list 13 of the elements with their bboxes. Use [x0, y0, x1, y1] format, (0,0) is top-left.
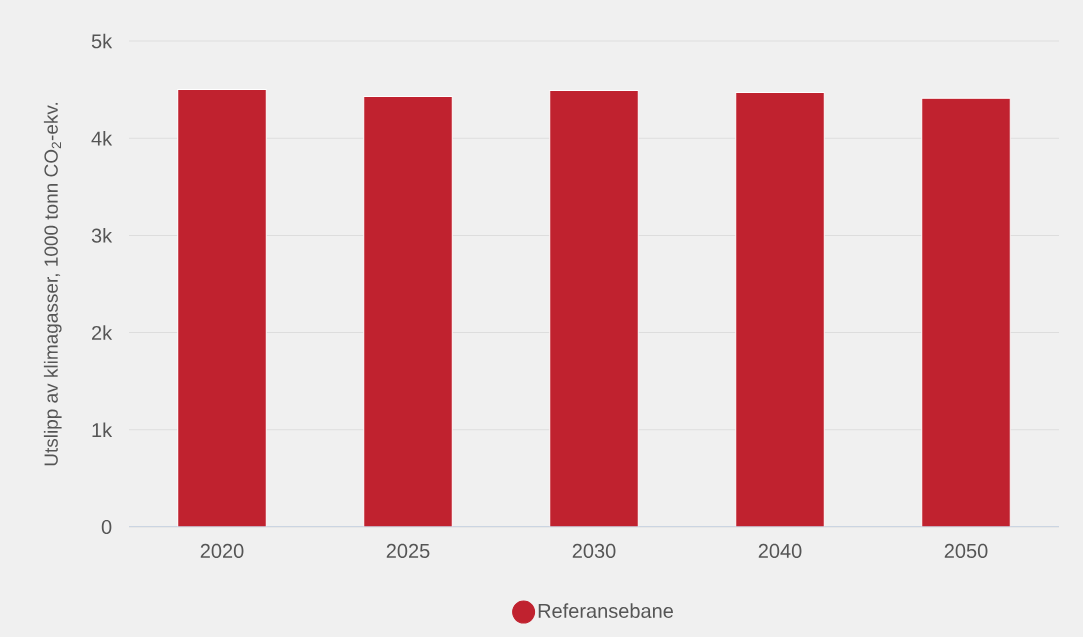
legend-label: Referansebane — [538, 603, 673, 618]
y-axis-title: Utslipp av klimagasser, 1000 tonn CO$_{2}$-ekv. — [43, 102, 62, 466]
y-tick-label: 2k — [92, 325, 113, 340]
y-tick-label: 4k — [91, 130, 113, 146]
y-tick-label: 5k — [91, 33, 113, 49]
x-tick-label: 2030 — [572, 543, 616, 559]
x-tick-label: 2040 — [758, 543, 802, 559]
x-tick-label: 2020 — [200, 543, 244, 559]
x-tick-label: 2050 — [944, 543, 988, 559]
y-tick-label: 1k — [92, 422, 113, 438]
x-tick-label: 2025 — [386, 543, 430, 559]
y-tick-label: 3k — [91, 228, 113, 243]
y-tick-label: 0 — [101, 519, 112, 535]
